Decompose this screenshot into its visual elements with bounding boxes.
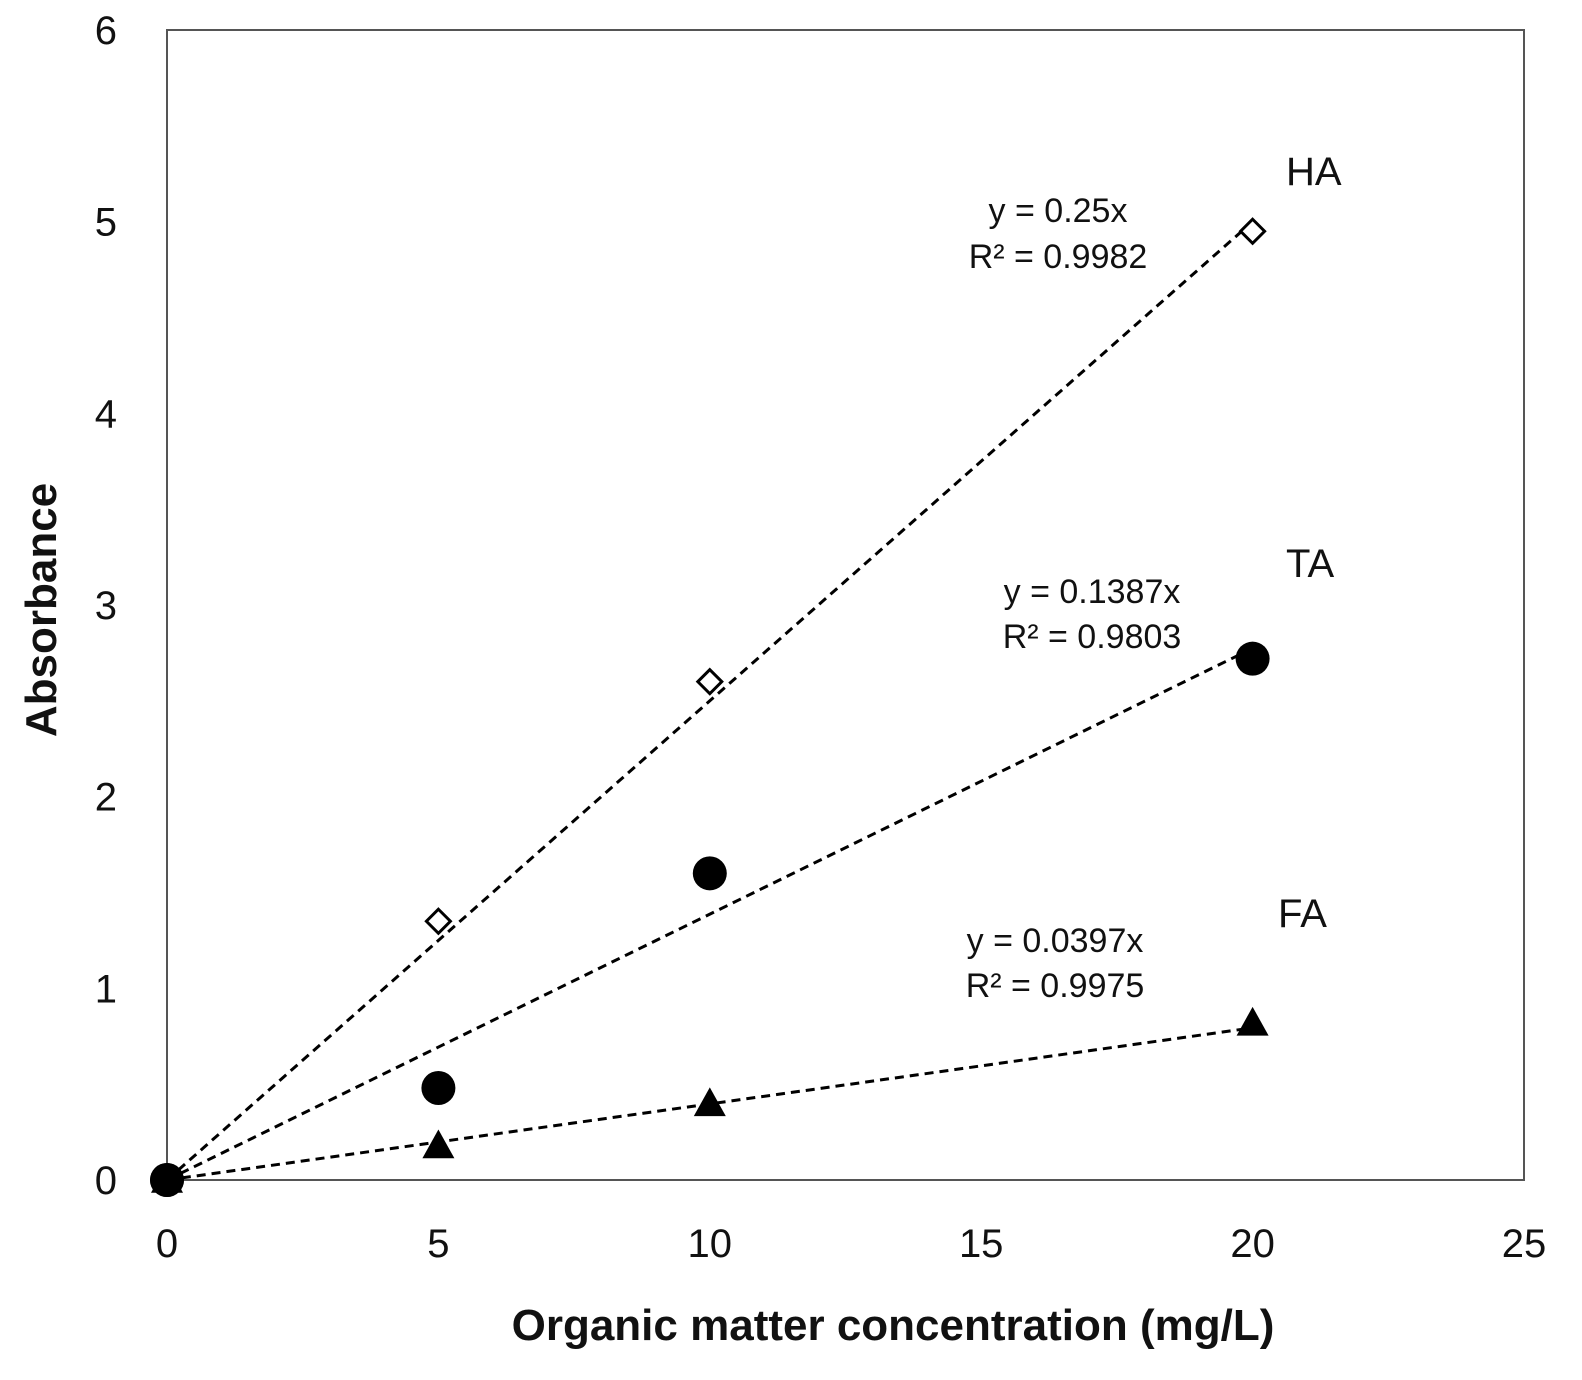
y-tick-label-6: 6 xyxy=(95,9,117,53)
y-tick-labels: 0 1 2 3 4 5 6 xyxy=(95,9,117,1203)
point-fa-10 xyxy=(693,1087,726,1117)
point-ta-5 xyxy=(421,1071,456,1105)
x-tick-labels: 0 5 10 15 20 25 xyxy=(156,1222,1546,1266)
y-tick-label-5: 5 xyxy=(95,201,117,245)
x-tick-label-20: 20 xyxy=(1230,1222,1275,1266)
point-ha-20 xyxy=(1238,217,1267,246)
y-tick-label-0: 0 xyxy=(95,1159,117,1203)
equation-fa: y = 0.0397x xyxy=(967,922,1144,960)
point-fa-0 xyxy=(151,1164,183,1193)
y-tick-label-3: 3 xyxy=(95,584,117,628)
y-tick-label-4: 4 xyxy=(95,392,117,436)
point-fa-20 xyxy=(1236,1006,1269,1036)
plot-area-frame xyxy=(166,29,1525,1181)
y-tick-label-1: 1 xyxy=(95,967,117,1011)
y-tick-label-2: 2 xyxy=(95,776,117,820)
series-label-ha: HA xyxy=(1286,150,1342,194)
series-label-fa: FA xyxy=(1278,892,1327,936)
data-points xyxy=(150,217,1270,1197)
r2-fa: R² = 0.9975 xyxy=(966,967,1145,1005)
x-tick-label-10: 10 xyxy=(688,1222,733,1266)
y-axis-title: Absorbance xyxy=(17,483,66,737)
point-ta-10 xyxy=(692,856,727,891)
r2-ha: R² = 0.9982 xyxy=(969,238,1148,276)
trendlines xyxy=(166,220,1254,1182)
x-axis-title: Organic matter concentration (mg/L) xyxy=(512,1301,1275,1350)
trendline-ta xyxy=(166,646,1254,1182)
x-tick-label-0: 0 xyxy=(156,1222,178,1266)
x-tick-label-25: 25 xyxy=(1502,1222,1547,1266)
point-fa-5 xyxy=(422,1129,455,1159)
x-tick-label-15: 15 xyxy=(959,1222,1004,1266)
equation-ta: y = 0.1387x xyxy=(1004,573,1181,611)
point-ha-5 xyxy=(424,907,453,936)
x-tick-label-5: 5 xyxy=(427,1222,449,1266)
point-ha-10 xyxy=(695,667,724,696)
series-label-ta: TA xyxy=(1286,542,1334,586)
point-ta-20 xyxy=(1235,641,1270,676)
trendline-ha xyxy=(166,220,1254,1182)
equation-ha: y = 0.25x xyxy=(989,192,1128,230)
r2-ta: R² = 0.9803 xyxy=(1003,618,1182,656)
